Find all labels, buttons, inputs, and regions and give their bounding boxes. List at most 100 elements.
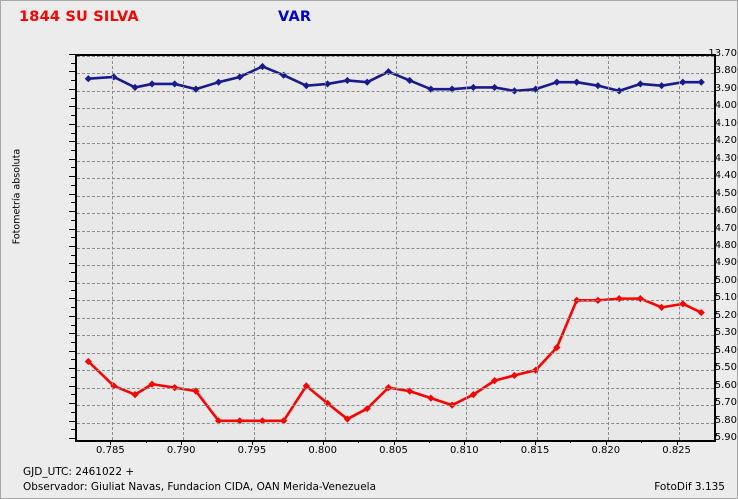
version-label: FotoDif 3.135: [654, 481, 725, 493]
x-axis-tick-label: 0.820: [591, 445, 621, 456]
y-axis-tick: [69, 106, 75, 108]
y-axis-minor-tick: [71, 115, 75, 117]
y-axis-tick: [69, 193, 75, 195]
data-point-marker: [214, 78, 223, 86]
series-comp: [84, 62, 705, 95]
data-point-marker: [214, 417, 223, 425]
data-point-marker: [343, 415, 351, 423]
y-axis-tick-label: 13.90: [708, 82, 737, 94]
y-axis-tick-label: 15.70: [708, 397, 737, 409]
y-axis-tick-label: 14.40: [708, 170, 737, 182]
data-point-marker: [363, 78, 371, 86]
y-axis-minor-tick: [71, 394, 75, 396]
x-axis-tick: [393, 439, 395, 445]
y-axis-tick: [69, 228, 75, 230]
y-axis-title: Fotometría absoluta: [11, 148, 23, 245]
data-point-marker: [131, 83, 139, 92]
data-point-marker: [679, 78, 687, 86]
y-axis-tick-label: 15.60: [708, 379, 737, 391]
y-axis-minor-tick: [71, 324, 75, 326]
gridline-vertical: [466, 56, 468, 440]
chart-header: 1844 SU SILVA VAR: [1, 1, 737, 37]
y-axis-minor-tick: [71, 429, 75, 431]
y-axis-tick: [69, 315, 75, 317]
data-point-marker: [84, 357, 92, 366]
y-axis-tick-label: 15.90: [708, 432, 737, 443]
data-point-marker: [406, 387, 414, 395]
y-axis-minor-tick: [71, 411, 75, 413]
x-axis-tick: [110, 439, 112, 445]
y-axis-tick: [69, 176, 75, 178]
data-point-marker: [697, 308, 705, 317]
y-axis-tick: [69, 350, 75, 352]
data-point-marker: [323, 80, 332, 88]
observer-label: Observador: Giuliat Navas, Fundacion CID…: [23, 481, 377, 493]
y-axis-tick: [69, 420, 75, 422]
y-axis-minor-tick: [71, 359, 75, 361]
y-axis-tick-label: 14.00: [708, 100, 737, 112]
series-line: [87, 65, 703, 93]
y-axis-tick-label: 15.00: [708, 274, 737, 286]
y-axis-tick: [69, 88, 75, 90]
data-point-marker: [171, 80, 179, 88]
data-point-marker: [510, 371, 519, 380]
y-axis-minor-tick: [71, 272, 75, 274]
x-axis-tick: [251, 439, 253, 445]
y-axis-tick-label: 13.80: [708, 65, 737, 77]
data-point-marker: [594, 82, 602, 90]
series-legend-var: VAR: [278, 9, 312, 25]
y-axis-minor-tick: [71, 202, 75, 204]
gridline-vertical: [607, 56, 609, 440]
data-point-marker: [192, 387, 200, 395]
data-point-marker: [258, 417, 267, 425]
y-axis-minor-tick: [71, 376, 75, 378]
data-point-marker: [697, 78, 705, 86]
y-axis-minor-tick: [71, 167, 75, 169]
plot-area[interactable]: [75, 54, 716, 442]
y-axis-minor-tick: [71, 97, 75, 99]
x-axis-tick-label: 0.800: [308, 445, 338, 456]
y-axis-tick-label: 15.80: [708, 414, 737, 426]
y-axis-tick: [69, 54, 75, 55]
data-point-marker: [658, 82, 666, 90]
y-axis-tick: [69, 246, 75, 247]
data-point-marker: [469, 391, 477, 399]
data-point-marker: [427, 394, 435, 402]
y-axis-tick: [69, 385, 75, 387]
data-point-marker: [236, 417, 244, 425]
y-axis-tick: [69, 123, 75, 125]
y-axis-tick-label: 14.20: [708, 135, 737, 147]
y-axis-minor-tick: [71, 219, 75, 221]
y-axis-tick: [69, 298, 75, 300]
y-axis-tick: [69, 158, 75, 160]
y-axis-minor-tick: [71, 150, 75, 151]
data-point-marker: [636, 295, 644, 303]
y-axis-minor-tick: [71, 62, 75, 64]
y-axis-tick-label: 14.90: [708, 257, 737, 269]
data-point-marker: [131, 391, 139, 399]
y-axis-tick: [69, 263, 75, 265]
x-axis-tick-label: 0.825: [662, 445, 691, 456]
y-axis-tick-label: 15.30: [708, 327, 737, 339]
x-axis-tick: [464, 439, 466, 445]
y-axis-tick: [69, 141, 75, 143]
y-axis-minor-tick: [71, 289, 75, 291]
data-point-marker: [615, 295, 623, 303]
y-axis-tick-label: 14.60: [708, 205, 737, 217]
y-axis-tick-label: 15.40: [708, 344, 737, 356]
y-axis-tick-label: 15.50: [708, 362, 737, 374]
y-axis-minor-tick: [71, 80, 75, 82]
data-point-marker: [553, 78, 561, 86]
y-axis-minor-tick: [71, 132, 75, 134]
y-axis-tick-label: 15.20: [708, 309, 737, 321]
data-point-marker: [490, 83, 499, 92]
data-point-marker: [236, 73, 244, 81]
gridline-vertical: [253, 56, 255, 440]
y-axis-tick-label: 13.70: [708, 48, 737, 59]
y-axis-minor-tick: [71, 254, 75, 256]
x-axis-tick-label: 0.810: [449, 445, 479, 456]
x-axis-tick: [605, 439, 607, 445]
gridline-vertical: [112, 56, 114, 440]
x-axis-tick-label: 0.815: [520, 445, 550, 456]
